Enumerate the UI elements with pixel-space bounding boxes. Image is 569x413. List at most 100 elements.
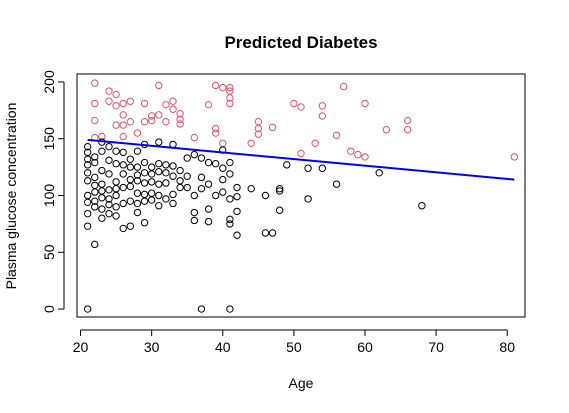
data-point	[204, 180, 213, 188]
data-point	[155, 167, 163, 176]
data-point	[83, 169, 92, 177]
data-point	[119, 199, 127, 208]
data-point	[361, 153, 369, 161]
data-point	[140, 219, 149, 227]
data-point	[91, 173, 99, 182]
data-point	[105, 209, 113, 218]
data-point	[190, 150, 199, 159]
data-point	[83, 177, 92, 185]
data-point	[105, 142, 113, 151]
data-point	[140, 99, 149, 108]
data-point	[176, 110, 184, 118]
data-point	[119, 224, 127, 233]
data-point	[162, 100, 170, 109]
data-point	[98, 205, 106, 213]
data-point	[304, 164, 312, 172]
data-point	[119, 99, 127, 108]
data-point	[119, 148, 127, 157]
data-point	[176, 166, 184, 175]
data-point	[183, 172, 191, 180]
data-point	[98, 147, 106, 155]
data-point	[119, 183, 127, 192]
data-point	[226, 220, 234, 228]
data-point	[233, 183, 241, 192]
data-point	[403, 125, 412, 134]
data-point	[254, 124, 263, 133]
data-point	[140, 169, 149, 177]
plot-frame	[76, 73, 526, 318]
data-point	[190, 208, 199, 217]
data-point	[147, 170, 156, 178]
data-point	[318, 102, 327, 110]
data-point	[204, 100, 213, 109]
data-point	[176, 183, 184, 192]
data-point	[83, 198, 92, 207]
data-point	[226, 158, 234, 167]
data-point	[112, 203, 120, 211]
data-point	[219, 164, 227, 172]
data-point	[275, 187, 284, 195]
data-point	[318, 164, 327, 172]
data-point	[361, 99, 369, 108]
data-point	[126, 117, 135, 126]
data-point	[339, 82, 348, 91]
data-point	[119, 161, 127, 169]
data-point	[155, 180, 163, 188]
y-tick-label: 200	[41, 70, 57, 94]
data-point	[211, 160, 220, 168]
data-point	[382, 125, 391, 134]
axes: 20 30 40 50 60 70 80 0 50 100 150 200	[41, 70, 515, 355]
data-point	[261, 229, 270, 237]
data-point	[176, 120, 184, 128]
data-point	[147, 196, 156, 204]
x-tick-label: 80	[499, 339, 515, 355]
data-point	[283, 161, 291, 169]
data-point	[83, 209, 92, 218]
data-point	[297, 149, 305, 158]
data-point	[290, 99, 298, 108]
data-point	[98, 166, 106, 175]
data-point	[105, 195, 113, 203]
data-point	[204, 217, 213, 226]
data-point	[403, 116, 412, 125]
data-point	[190, 133, 199, 142]
data-point	[140, 158, 149, 167]
data-point	[91, 99, 99, 108]
data-point	[275, 184, 284, 193]
data-point	[226, 195, 234, 203]
data-point	[197, 154, 206, 162]
data-point	[268, 123, 277, 132]
data-point	[211, 81, 220, 90]
data-point	[162, 195, 170, 203]
data-point	[147, 112, 156, 120]
data-point	[226, 83, 234, 92]
data-point	[155, 81, 163, 90]
data-point	[91, 158, 99, 167]
data-point	[91, 153, 99, 161]
data-point	[204, 205, 213, 213]
data-point	[162, 161, 170, 169]
data-point	[119, 121, 127, 129]
data-point	[190, 191, 199, 200]
data-point	[133, 208, 142, 217]
data-point	[169, 172, 177, 180]
data-point	[91, 116, 99, 125]
fit-line-group	[87, 138, 515, 181]
data-point	[119, 132, 127, 141]
data-point	[190, 216, 199, 225]
data-point	[133, 177, 142, 185]
data-point	[254, 130, 263, 138]
data-point	[105, 170, 113, 178]
data-point	[98, 132, 106, 141]
data-point	[169, 199, 177, 208]
data-point	[233, 192, 241, 201]
data-point	[126, 197, 135, 205]
data-point	[347, 147, 355, 155]
data-point	[140, 179, 149, 187]
data-point	[162, 117, 170, 126]
data-point	[112, 147, 120, 155]
data-point	[112, 191, 120, 200]
data-point	[105, 97, 113, 105]
data-point	[162, 179, 170, 187]
